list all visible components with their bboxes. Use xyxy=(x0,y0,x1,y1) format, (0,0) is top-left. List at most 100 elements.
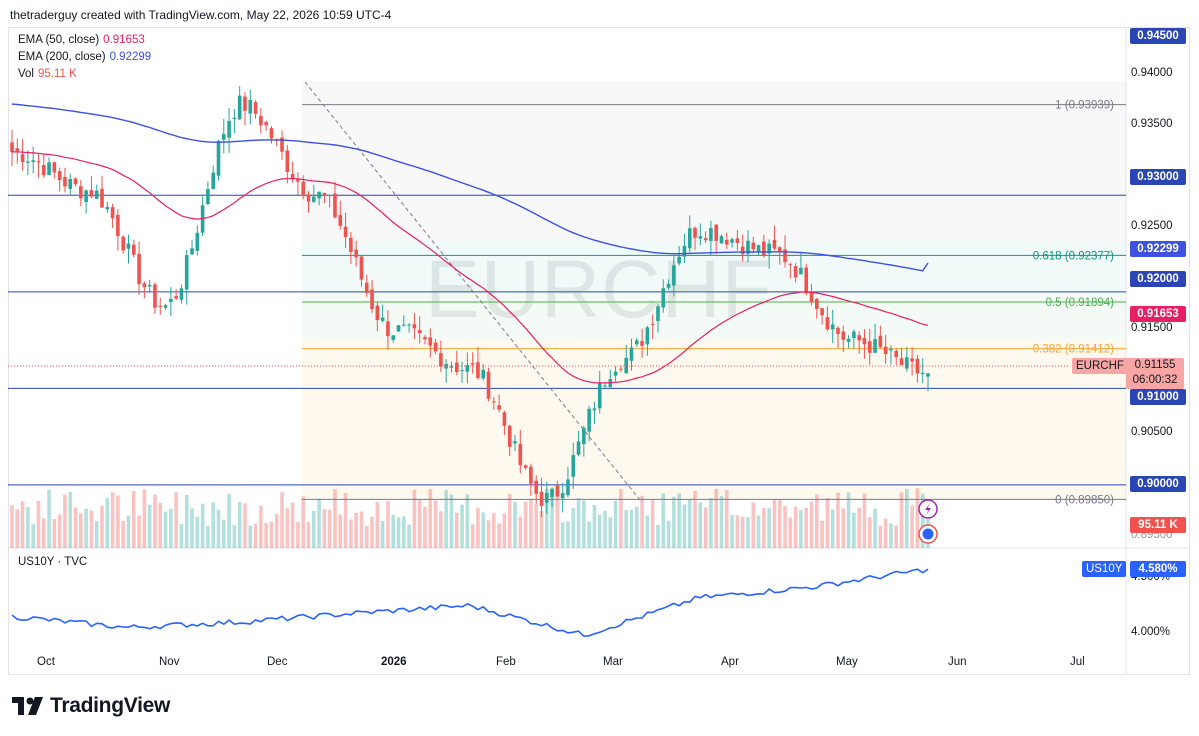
legend-ema200[interactable]: EMA (200, close) 0.92299 xyxy=(18,51,151,63)
candle-body[interactable] xyxy=(783,249,787,262)
candle-body[interactable] xyxy=(15,148,20,152)
candle-body[interactable] xyxy=(131,244,136,255)
candle-body[interactable] xyxy=(894,350,899,358)
candle-body[interactable] xyxy=(460,370,464,372)
candle-body[interactable] xyxy=(439,353,443,367)
candle-body[interactable] xyxy=(677,256,681,264)
candle-body[interactable] xyxy=(428,337,433,346)
candle-body[interactable] xyxy=(290,173,295,179)
candle-body[interactable] xyxy=(301,181,306,196)
candle-body[interactable] xyxy=(20,154,25,163)
candle-body[interactable] xyxy=(534,480,538,494)
candle-body[interactable] xyxy=(571,455,576,477)
candle-body[interactable] xyxy=(560,493,565,499)
candle-body[interactable] xyxy=(566,479,570,496)
candle-body[interactable] xyxy=(142,283,147,288)
candle-body[interactable] xyxy=(126,243,131,249)
candle-body[interactable] xyxy=(253,102,258,114)
candle-body[interactable] xyxy=(264,121,268,126)
candle-body[interactable] xyxy=(216,141,221,176)
candle-body[interactable] xyxy=(836,327,840,335)
candle-body[interactable] xyxy=(36,161,41,163)
candle-body[interactable] xyxy=(481,369,486,379)
candle-body[interactable] xyxy=(788,264,793,266)
candle-body[interactable] xyxy=(285,150,290,172)
candle-body[interactable] xyxy=(370,289,374,310)
candle-body[interactable] xyxy=(883,346,888,355)
candle-body[interactable] xyxy=(910,358,914,362)
candle-body[interactable] xyxy=(68,179,73,189)
candle-body[interactable] xyxy=(31,160,35,163)
legend-vol[interactable]: Vol 95.11 K xyxy=(18,68,77,80)
candle-body[interactable] xyxy=(597,382,602,409)
candle-body[interactable] xyxy=(206,189,210,205)
candle-body[interactable] xyxy=(237,95,242,120)
candle-body[interactable] xyxy=(544,493,549,503)
candle-body[interactable] xyxy=(417,329,422,334)
candle-body[interactable] xyxy=(746,240,750,254)
candle-body[interactable] xyxy=(232,117,237,119)
candle-body[interactable] xyxy=(269,128,274,139)
candle-body[interactable] xyxy=(672,265,676,286)
candle-body[interactable] xyxy=(756,245,761,253)
candle-body[interactable] xyxy=(740,246,745,255)
candle-body[interactable] xyxy=(454,362,459,373)
candle-body[interactable] xyxy=(359,256,364,280)
candle-body[interactable] xyxy=(449,366,454,368)
candle-body[interactable] xyxy=(603,385,607,387)
candle-body[interactable] xyxy=(306,194,311,202)
candle-body[interactable] xyxy=(386,321,390,337)
candle-body[interactable] xyxy=(873,339,877,353)
candle-body[interactable] xyxy=(407,324,411,326)
candle-body[interactable] xyxy=(682,245,687,257)
candle-body[interactable] xyxy=(507,425,512,447)
candle-body[interactable] xyxy=(751,242,756,250)
candle-body[interactable] xyxy=(846,338,851,342)
candle-body[interactable] xyxy=(857,335,861,341)
candle-body[interactable] xyxy=(666,283,671,288)
candle-body[interactable] xyxy=(10,142,14,153)
candle-body[interactable] xyxy=(513,441,517,444)
candle-body[interactable] xyxy=(926,373,930,377)
candle-body[interactable] xyxy=(190,248,194,255)
candle-body[interactable] xyxy=(333,193,337,218)
candle-body[interactable] xyxy=(687,228,692,249)
candle-body[interactable] xyxy=(661,288,666,308)
candle-body[interactable] xyxy=(709,228,713,241)
candle-body[interactable] xyxy=(195,232,200,251)
candle-body[interactable] xyxy=(899,358,904,366)
candle-body[interactable] xyxy=(799,267,803,275)
candle-body[interactable] xyxy=(423,336,427,340)
candle-body[interactable] xyxy=(862,337,867,345)
candle-body[interactable] xyxy=(592,408,597,411)
candle-body[interactable] xyxy=(555,484,560,497)
candle-body[interactable] xyxy=(724,239,729,245)
candle-body[interactable] xyxy=(63,176,67,187)
candle-body[interactable] xyxy=(650,324,655,326)
candle-body[interactable] xyxy=(523,465,528,468)
candle-body[interactable] xyxy=(820,308,824,316)
candle-body[interactable] xyxy=(920,372,925,375)
candle-body[interactable] xyxy=(179,288,184,300)
candle-body[interactable] xyxy=(259,115,263,126)
candle-body[interactable] xyxy=(211,172,216,190)
candle-body[interactable] xyxy=(174,296,178,299)
candle-body[interactable] xyxy=(465,364,470,372)
candle-body[interactable] xyxy=(730,239,734,243)
candle-body[interactable] xyxy=(518,443,523,466)
candle-body[interactable] xyxy=(762,241,766,256)
candle-body[interactable] xyxy=(470,363,475,365)
candle-body[interactable] xyxy=(26,161,30,163)
candle-body[interactable] xyxy=(100,188,104,208)
candle-body[interactable] xyxy=(529,466,533,484)
candle-body[interactable] xyxy=(327,195,332,197)
candle-body[interactable] xyxy=(296,179,300,182)
candle-body[interactable] xyxy=(703,238,708,241)
legend-ema50[interactable]: EMA (50, close) 0.91653 xyxy=(18,34,145,46)
candle-body[interactable] xyxy=(793,266,798,278)
footer-brand[interactable]: TradingView xyxy=(12,694,170,718)
candle-body[interactable] xyxy=(116,214,120,237)
candle-body[interactable] xyxy=(57,171,62,181)
candle-body[interactable] xyxy=(841,331,846,340)
